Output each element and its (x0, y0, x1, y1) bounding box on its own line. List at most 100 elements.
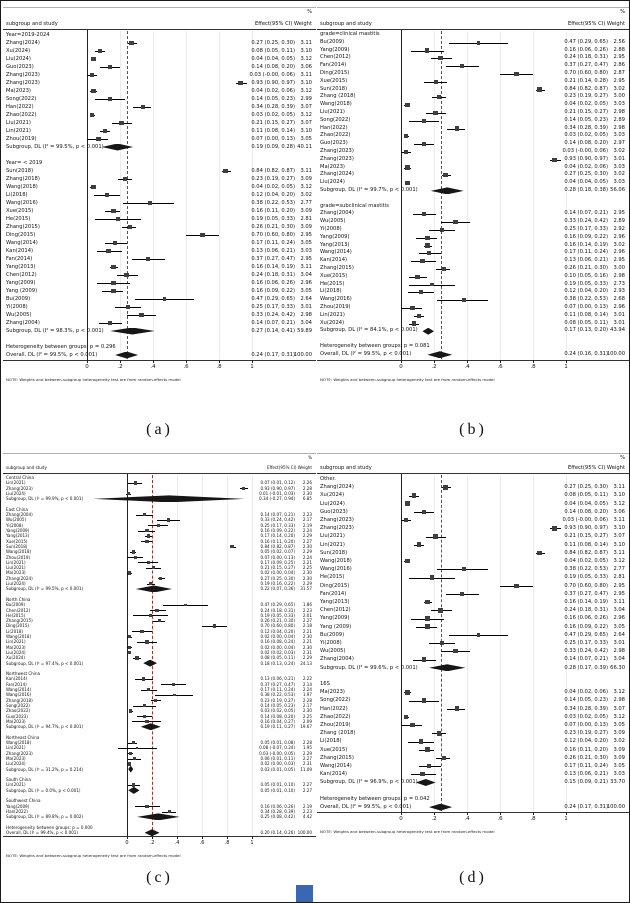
row-label: Liu(2024) (6, 649, 26, 655)
gridline (219, 31, 220, 359)
effect-ci-text: 0.10 (0.05, 0.16) (564, 272, 608, 279)
study-marker (104, 192, 109, 198)
weight-text: 3.11 (613, 599, 625, 605)
study-marker (443, 173, 448, 178)
weight-text: 2.21 (302, 639, 312, 645)
study-marker (433, 110, 438, 116)
row-label: Liu(2024) (6, 761, 26, 767)
weight-text: 2.27 (302, 755, 312, 761)
weight-text: 2.95 (613, 77, 625, 84)
row-label: Zhao(2022) (6, 708, 31, 714)
row-label: Subgroup, DL (I² = 84.1%, p < 0.001) (320, 327, 418, 334)
effect-ci-text: 0.03 (0.02, 0.05) (251, 112, 295, 118)
study-marker (440, 640, 445, 646)
effect-ci-text: 0.27 (0.25, 0.30) (260, 575, 295, 581)
row-label: Zhao(2022) (6, 112, 37, 118)
row-label: Xue(2015) (320, 272, 348, 279)
weight-text: 2.77 (613, 566, 625, 573)
weight-text: 3.06 (300, 64, 312, 70)
weight-text: 2.17 (302, 517, 312, 523)
row-label: Li(2018) (6, 628, 24, 634)
axis-tick-label: .8 (216, 364, 222, 370)
weight-text: 2.95 (613, 54, 625, 61)
row-label: Chen(2012) (6, 607, 31, 613)
zero-line (401, 474, 402, 813)
weight-text: 2.29 (302, 549, 312, 555)
panel-note: NOTE: Weights and between-subgroup heter… (320, 829, 495, 835)
effect-ci-text: 0.04 (0.02, 0.05) (251, 184, 295, 190)
zero-line (87, 30, 88, 360)
axis-tick (252, 836, 253, 840)
study-marker (443, 485, 448, 490)
row-label: Wang(2014) (320, 763, 352, 769)
subgroup-diamond (128, 765, 134, 773)
effect-ci-text: 0.07 (0.00, 0.13) (564, 722, 608, 728)
axis-tick-label: 1 (564, 363, 568, 370)
gridline (202, 475, 203, 836)
effect-ci-text: 0.07 (0.01, 0.12) (260, 480, 295, 486)
weight-text: 2.95 (613, 257, 625, 264)
study-marker (135, 746, 139, 750)
row-label: Kan(2014) (6, 676, 28, 682)
study-marker (438, 608, 443, 613)
study-marker (436, 731, 442, 736)
axis-tick-label: .2 (149, 840, 155, 847)
effect-ci-text: 0.17 (0.11, 0.24) (564, 763, 608, 769)
study-marker (433, 534, 438, 539)
effect-ci-text: 0.02 (0.00, 0.04) (260, 570, 295, 576)
study-marker (418, 739, 423, 744)
row-label: Fan(2014) (320, 62, 347, 69)
group-label: Central China (6, 475, 34, 480)
weight-text: 2.86 (613, 62, 625, 69)
row-label: Zhang(2023) (6, 750, 33, 756)
weight-text: 3.09 (300, 224, 312, 230)
weight-text: 3.12 (613, 500, 625, 507)
header-rule (3, 29, 316, 30)
weight-text: 2.89 (613, 116, 625, 123)
effect-ci-text: 0.26 (0.21, 0.30) (260, 618, 295, 624)
weight-text: 2.27 (302, 782, 312, 788)
gridline (177, 475, 178, 836)
axis-tick (87, 360, 88, 363)
study-marker (238, 80, 243, 86)
row-label: Song(2022) (320, 697, 351, 704)
study-marker (405, 558, 410, 564)
study-marker (127, 571, 132, 575)
study-marker (134, 555, 138, 559)
effect-ci-text: 0.13 (0.06, 0.21) (564, 771, 608, 778)
row-label: Lin(2021) (6, 559, 26, 565)
gridline (467, 31, 468, 359)
row-label: Liu(2021) (320, 109, 345, 115)
row-label: Ma(2023) (6, 570, 26, 576)
effect-ci-text: 0.26 (0.21, 0.30) (251, 224, 295, 230)
effect-ci-text: 0.37 (0.27, 0.47) (564, 590, 608, 597)
column-header-left: subgroup and study (6, 465, 47, 470)
effect-ci-text: 0.19 (0.05, 0.33) (251, 216, 295, 222)
effect-ci-text: 0.24 (0.18, 0.31) (564, 54, 608, 61)
effect-ci-text: 0.05 (0.01, 0.10) (260, 782, 295, 788)
effect-ci-text: 0.27 (0.25, 0.30) (564, 484, 608, 491)
effect-ci-text: 0.93 (0.90, 0.97) (564, 525, 608, 532)
row-label: He(2015) (6, 216, 31, 222)
overall-diamond (144, 829, 160, 837)
weight-text: 2.30 (302, 543, 312, 549)
weight-text: 2.09 (302, 718, 312, 724)
axis-tick (533, 359, 534, 363)
axis-tick-label: .6 (183, 364, 189, 370)
weight-text: 3.07 (300, 120, 312, 126)
weight-text: 2.95 (300, 232, 312, 238)
row-label: Zhang(2024) (6, 575, 33, 581)
row-label: Chen(2012) (320, 54, 351, 61)
row-label: Yang(2009) (6, 528, 30, 533)
study-marker (171, 682, 175, 686)
study-marker (405, 165, 410, 170)
row-label: Subgroup, DL (I² = 98.3%, p < 0.001) (6, 328, 104, 334)
zero-line (401, 30, 402, 360)
effect-ci-text: 0.12 (0.04, 0.20) (564, 288, 608, 295)
row-label: Zhou(2019) (320, 722, 351, 728)
weight-text: 3.02 (613, 171, 625, 178)
row-label: Zhang(2024) (320, 484, 354, 491)
effect-ci-text: 0.16 (0.11, 0.20) (251, 208, 295, 214)
row-label: Wang(2018) (6, 740, 32, 745)
column-header-left: subgroup and study (320, 21, 372, 27)
